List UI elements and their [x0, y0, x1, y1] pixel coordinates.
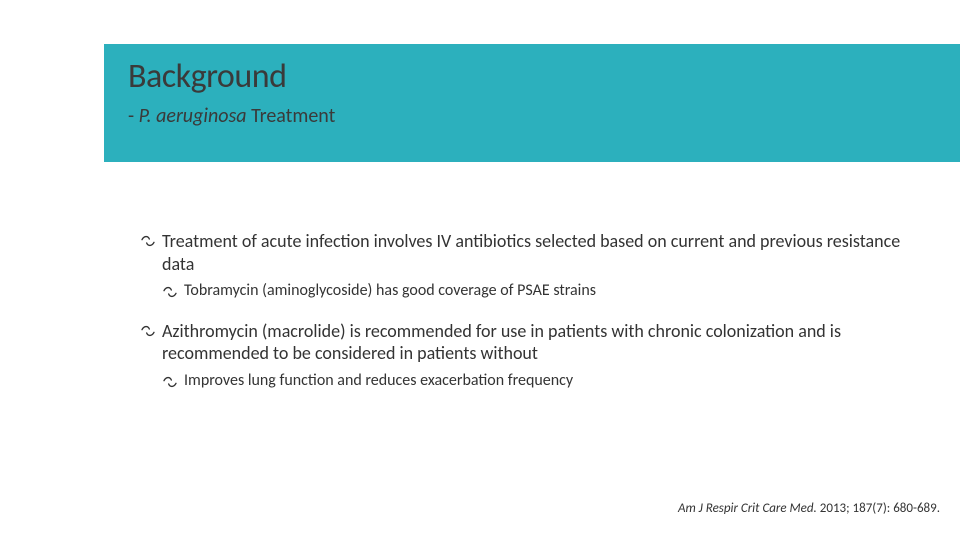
citation-journal: Am J Respir Crit Care Med. [678, 501, 817, 516]
bullet-level-1: Treatment of acute infection involves IV… [140, 230, 924, 275]
bullet-level-1: Azithromycin (macrolide) is recommended … [140, 320, 924, 365]
wave-bullet-icon [140, 233, 156, 249]
citation: Am J Respir Crit Care Med. 2013; 187(7):… [678, 501, 940, 516]
bullet-text: Improves lung function and reduces exace… [184, 371, 573, 390]
subtitle-organism: P. aeruginosa [139, 104, 247, 128]
subtitle-prefix: - [128, 104, 139, 128]
bullet-text: Azithromycin (macrolide) is recommended … [162, 320, 841, 365]
left-sidebar [0, 0, 104, 540]
bullet-text: Tobramycin (aminoglycoside) has good cov… [184, 281, 596, 300]
slide-subtitle: - P. aeruginosa Treatment [128, 104, 335, 128]
slide-title: Background [128, 56, 286, 97]
subtitle-rest: Treatment [247, 104, 336, 128]
citation-details: 2013; 187(7): 680-689. [817, 501, 940, 516]
bullet-level-2: Tobramycin (aminoglycoside) has good cov… [162, 281, 924, 302]
wave-bullet-icon [162, 284, 178, 300]
bullet-level-2: Improves lung function and reduces exace… [162, 371, 924, 392]
bullet-text: Treatment of acute infection involves IV… [162, 230, 900, 275]
content-area: Treatment of acute infection involves IV… [140, 230, 924, 410]
wave-bullet-icon [162, 374, 178, 390]
wave-bullet-icon [140, 323, 156, 339]
